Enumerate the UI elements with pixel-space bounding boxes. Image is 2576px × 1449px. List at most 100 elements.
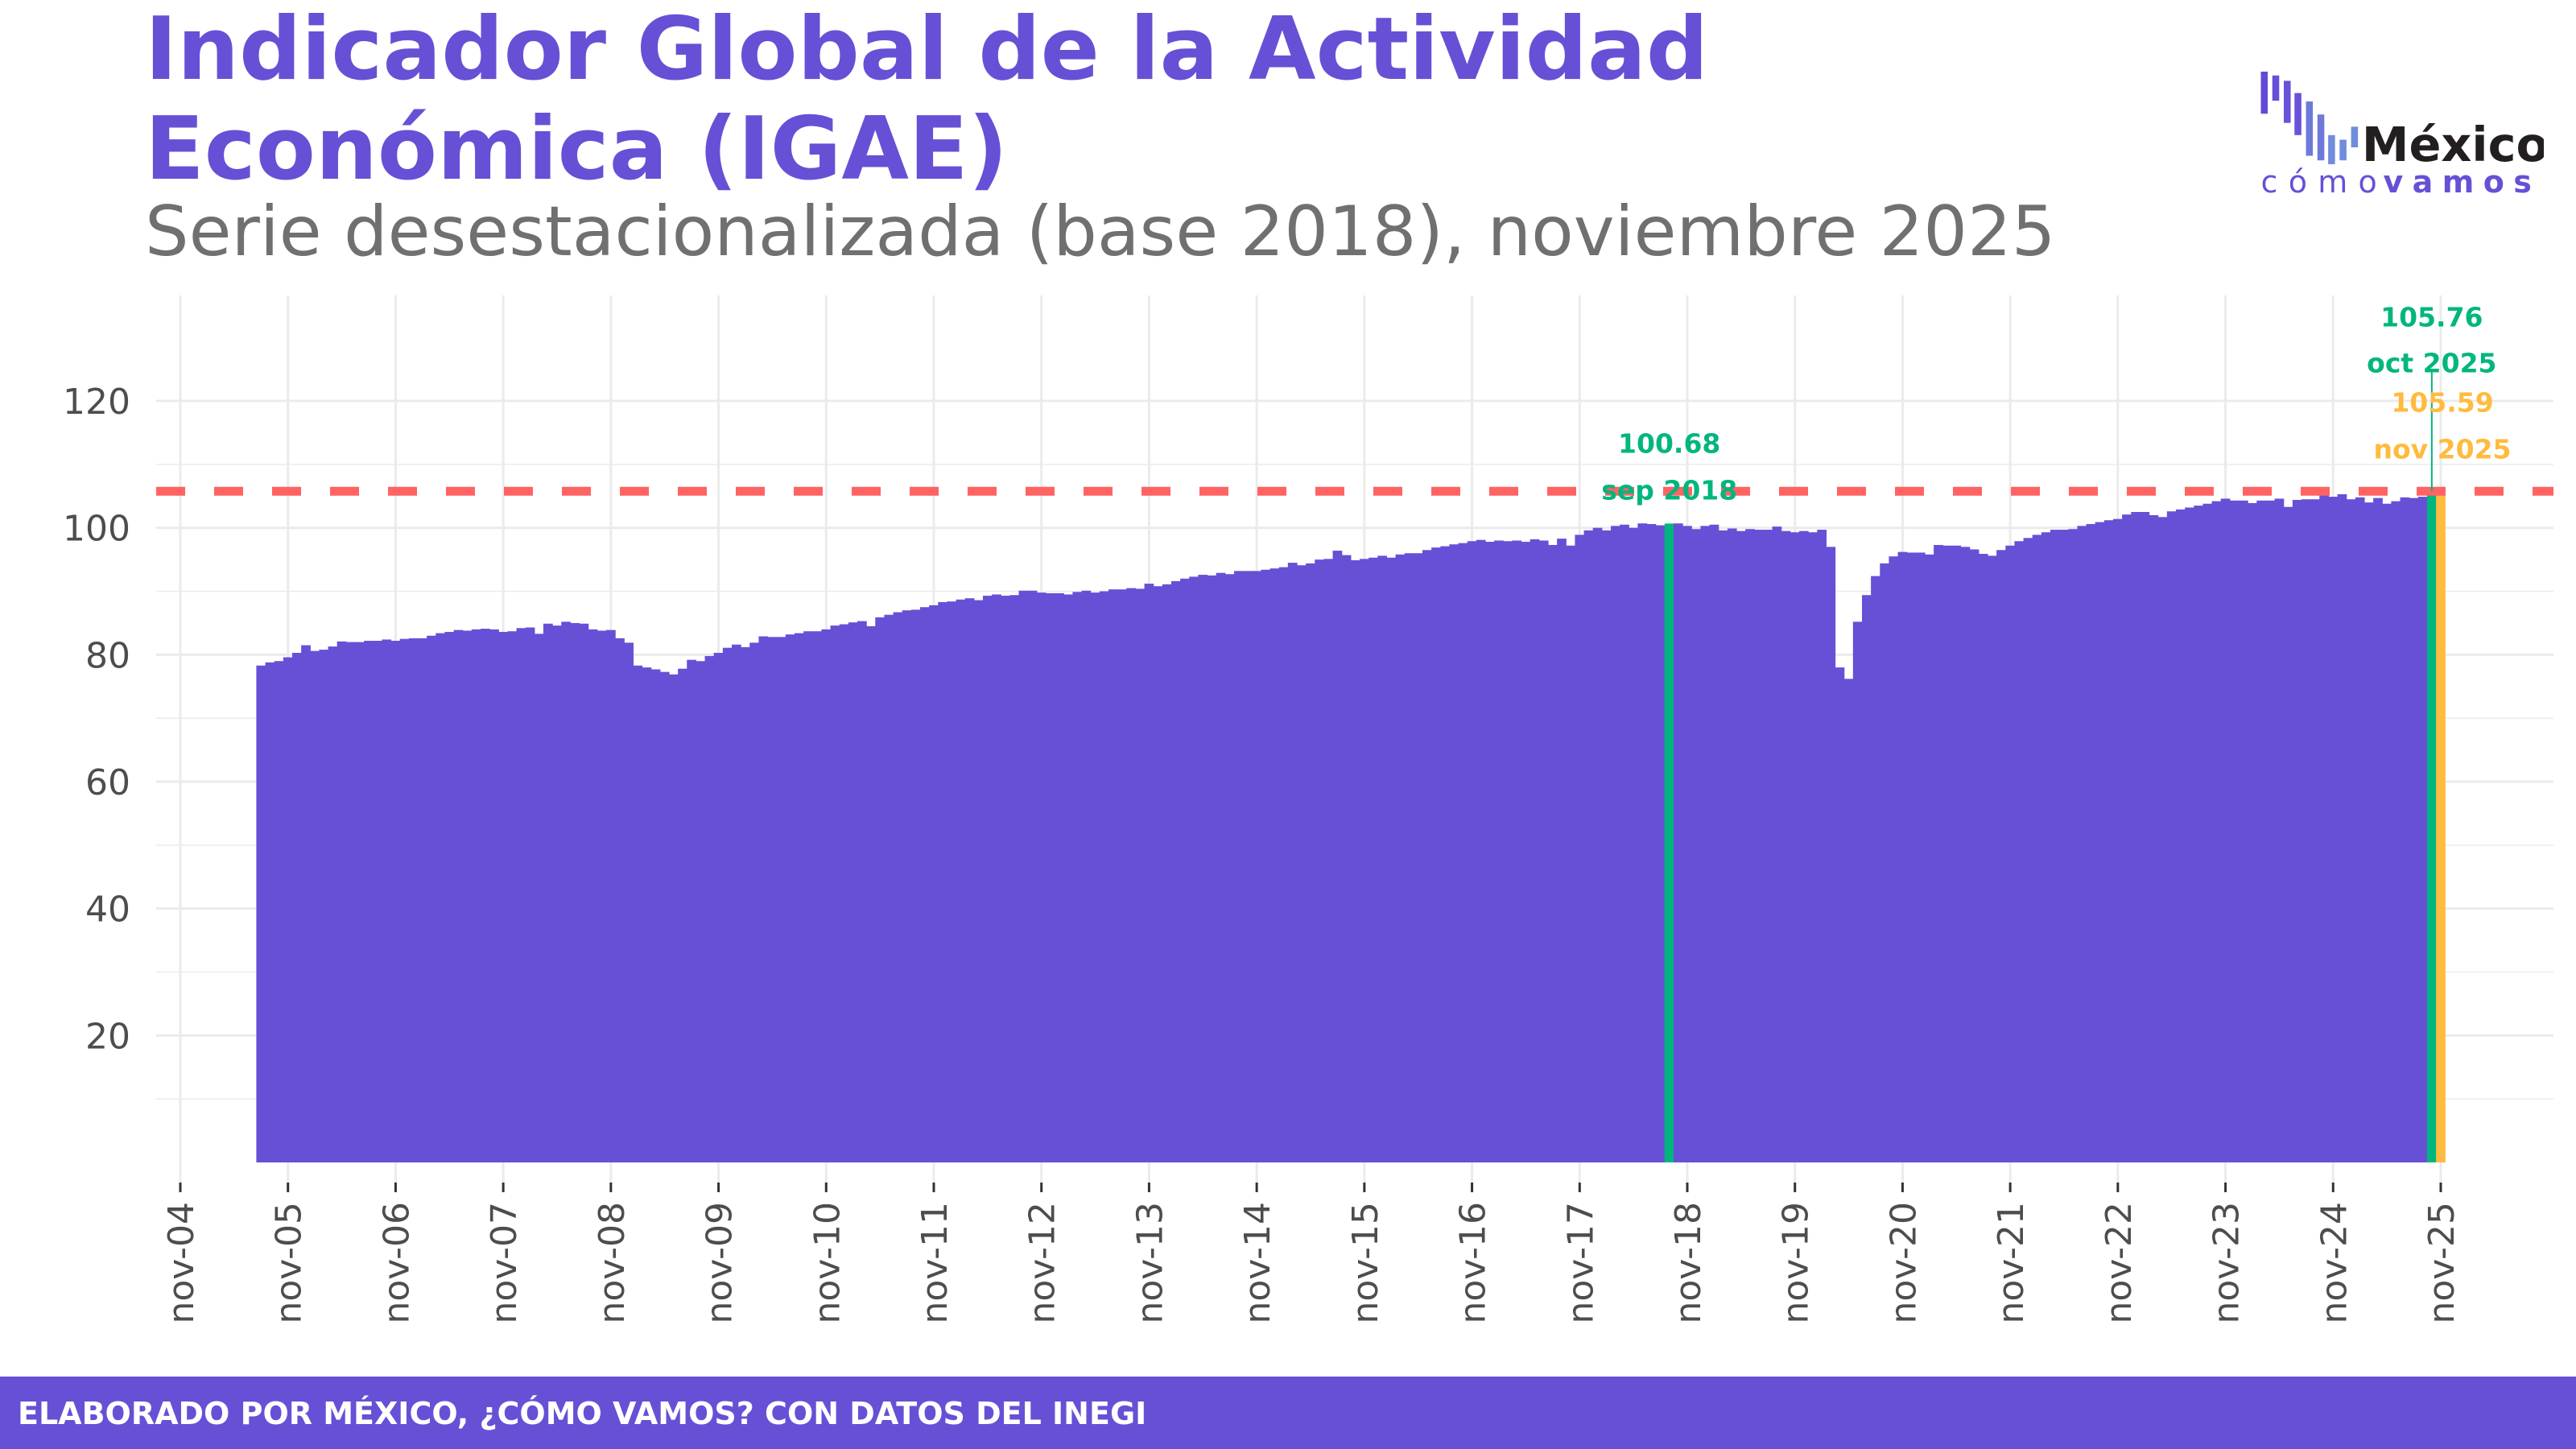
- bar: [2409, 497, 2419, 1162]
- bar: [938, 601, 948, 1162]
- bar: [516, 628, 526, 1162]
- bar: [678, 668, 687, 1162]
- bar: [274, 661, 284, 1162]
- bar: [256, 665, 266, 1162]
- bar: [310, 650, 320, 1162]
- bar: [1843, 679, 1854, 1162]
- bar: [1117, 589, 1127, 1162]
- bar: [1189, 576, 1199, 1162]
- bar: [382, 639, 392, 1162]
- bar: [1269, 568, 1280, 1162]
- bar: [534, 634, 544, 1162]
- bar: [1978, 554, 1988, 1162]
- x-tick-label: nov-07: [484, 1202, 525, 1324]
- bar: [436, 633, 446, 1162]
- bar: [2041, 532, 2051, 1162]
- bar: [561, 621, 572, 1162]
- bar: [2166, 511, 2177, 1162]
- annotation-date: sep 2018: [1601, 474, 1737, 506]
- bar: [1252, 571, 1262, 1162]
- bar: [1889, 556, 1899, 1162]
- annotation-value: 105.59: [2391, 387, 2493, 419]
- bar: [1458, 543, 1468, 1162]
- bar: [1566, 545, 1576, 1162]
- bar: [919, 607, 930, 1162]
- bar: [1861, 595, 1872, 1162]
- bar: [1404, 553, 1414, 1162]
- bar: [498, 631, 509, 1162]
- bar: [1790, 532, 1800, 1162]
- bar: [839, 624, 849, 1162]
- bar: [2274, 498, 2285, 1162]
- bar: [1027, 590, 1038, 1162]
- bar: [1915, 552, 1926, 1162]
- bar: [1673, 523, 1683, 1162]
- bar: [884, 614, 894, 1162]
- bar: [605, 630, 616, 1162]
- bar: [597, 630, 607, 1162]
- bar: [1377, 555, 1388, 1162]
- bar: [319, 650, 329, 1162]
- bar: [1287, 563, 1298, 1162]
- bar: [1484, 542, 1495, 1162]
- bar: [1144, 584, 1154, 1162]
- bar: [328, 646, 338, 1162]
- bar: [345, 642, 356, 1162]
- bar: [1476, 539, 1486, 1162]
- bar: [427, 635, 436, 1162]
- bar: [1350, 559, 1360, 1162]
- bar: [1530, 539, 1540, 1162]
- annotation-date: oct 2025: [2367, 347, 2496, 378]
- bar: [1162, 584, 1172, 1162]
- bar: [875, 617, 886, 1162]
- bar: [1897, 551, 1908, 1162]
- bar: [1575, 535, 1585, 1162]
- bar: [1629, 527, 1639, 1162]
- x-tick-label: nov-15: [1345, 1202, 1386, 1324]
- highlight-bar: [2426, 491, 2437, 1162]
- bar: [1413, 553, 1423, 1162]
- bar: [1727, 528, 1737, 1162]
- footer-credit: ELABORADO POR MÉXICO, ¿CÓMO VAMOS? CON D…: [18, 1396, 1147, 1431]
- bar: [1108, 589, 1118, 1162]
- bar: [552, 625, 562, 1162]
- annotation-value: 100.68: [1618, 427, 1720, 459]
- bar: [776, 637, 786, 1162]
- bar: [1583, 530, 1594, 1162]
- bar: [1718, 530, 1728, 1162]
- bar: [2023, 538, 2033, 1162]
- bar: [471, 629, 481, 1162]
- y-tick-label: 100: [63, 509, 130, 550]
- bar: [1099, 591, 1109, 1162]
- bar: [507, 631, 518, 1162]
- bar: [2211, 501, 2222, 1162]
- bar: [2283, 506, 2293, 1162]
- bar: [1063, 594, 1074, 1162]
- bar: [2337, 493, 2347, 1162]
- bar: [2005, 545, 2016, 1162]
- logo-word-vamos: vamos: [2384, 164, 2541, 200]
- bar: [1691, 529, 1702, 1162]
- bar: [1422, 550, 1432, 1162]
- bar: [1296, 565, 1307, 1162]
- bar: [973, 600, 984, 1162]
- bar: [2077, 526, 2087, 1162]
- bar: [1278, 567, 1289, 1162]
- bar: [785, 634, 795, 1162]
- bar: [633, 665, 643, 1162]
- bar: [1009, 595, 1020, 1162]
- bar: [1754, 530, 1765, 1162]
- bar: [1646, 523, 1657, 1162]
- mexico-como-vamos-logo: México cómo vamos: [2260, 72, 2544, 200]
- logo-word-como: cómo: [2261, 164, 2388, 200]
- bar: [2417, 497, 2428, 1162]
- x-tick-label: nov-24: [2314, 1202, 2355, 1324]
- bar: [910, 609, 921, 1162]
- bar: [812, 631, 823, 1162]
- y-tick-label: 80: [85, 635, 130, 676]
- bar: [1557, 539, 1567, 1162]
- x-tick-label: nov-04: [161, 1202, 202, 1324]
- bar: [2086, 523, 2096, 1162]
- bar: [1996, 550, 2006, 1162]
- bar: [1243, 571, 1253, 1162]
